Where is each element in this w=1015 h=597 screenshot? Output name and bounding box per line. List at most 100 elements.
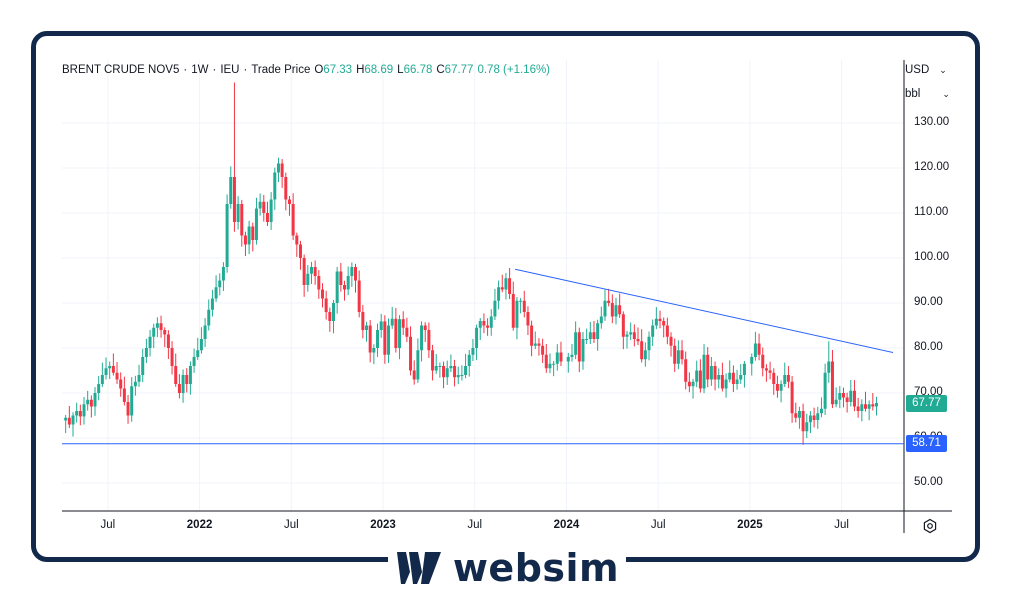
candle-body — [651, 325, 655, 337]
time-tick-label: 2022 — [186, 519, 213, 531]
candle-body — [585, 339, 589, 340]
candle-body — [313, 267, 317, 276]
candle-body — [845, 397, 849, 402]
unit-label: bbl — [905, 88, 921, 100]
candle-body — [350, 267, 354, 276]
candle-body — [357, 280, 361, 312]
candle-body — [662, 321, 666, 326]
interval-label[interactable]: 1W — [191, 64, 209, 76]
candle-body — [317, 276, 321, 290]
candle-body — [757, 343, 761, 355]
price-tick-label: 120.00 — [914, 161, 950, 173]
candle-body — [702, 354, 706, 389]
low-label: L — [397, 64, 404, 76]
candle-body — [566, 357, 570, 362]
candle-body — [654, 318, 658, 326]
candle-body — [581, 339, 585, 362]
candle-body — [691, 381, 695, 387]
candle-body — [684, 359, 688, 382]
time-tick-label: 2023 — [370, 519, 396, 531]
candle-body — [368, 325, 372, 353]
candle-body — [137, 375, 141, 382]
candle-body — [67, 417, 71, 425]
candle-body — [174, 366, 178, 384]
brand-logo: websim — [388, 543, 626, 593]
candle-body — [390, 318, 394, 326]
time-tick-label: Jul — [650, 519, 666, 531]
candle-body — [731, 372, 735, 384]
candle-body — [511, 294, 515, 328]
candle-body — [522, 300, 526, 312]
candle-body — [603, 300, 607, 317]
candle-body — [625, 334, 629, 337]
time-tick-label: 2024 — [553, 519, 580, 531]
candle-body — [742, 363, 746, 375]
candle-body — [262, 201, 266, 213]
candle-body — [548, 363, 552, 369]
candle-body — [489, 316, 493, 328]
candle-body — [111, 366, 115, 373]
candle-body — [431, 350, 435, 371]
candle-body — [852, 390, 856, 407]
currency-dropdown[interactable]: USD ⌄ — [905, 64, 947, 76]
candle-body — [647, 336, 651, 351]
candle-body — [673, 345, 677, 364]
candle-body — [827, 361, 831, 373]
time-tick-label: Jul — [283, 519, 299, 531]
candle-body — [533, 343, 537, 346]
candle-body — [610, 303, 614, 317]
candle-body — [258, 201, 262, 209]
brand-name: websim — [452, 546, 620, 590]
candle-body — [750, 357, 754, 364]
candle-body — [295, 235, 299, 245]
candle-body — [577, 332, 581, 362]
candle-body — [445, 368, 449, 378]
candle-body — [405, 327, 409, 337]
candle-body — [383, 321, 387, 355]
price-tick-label: 80.00 — [914, 341, 943, 353]
price-type-label: Trade Price — [251, 64, 311, 76]
candle-body — [574, 332, 578, 355]
chevron-down-icon: ⌄ — [942, 88, 950, 99]
candle-body — [221, 267, 225, 281]
candle-body — [541, 345, 545, 355]
candle-body — [874, 403, 878, 407]
time-tick-label: Jul — [467, 519, 483, 531]
candle-body — [166, 334, 170, 348]
candle-body — [819, 408, 823, 414]
candle-body — [596, 323, 600, 339]
open-value: 67.33 — [323, 64, 353, 76]
unit-dropdown[interactable]: bbl ⌄ — [905, 88, 950, 100]
candle-body — [71, 415, 75, 425]
candle-body — [698, 370, 702, 389]
candle-body — [203, 325, 207, 339]
candle-body — [475, 327, 479, 348]
candle-body — [739, 375, 743, 380]
candle-body — [416, 350, 420, 380]
candle-body — [401, 319, 405, 328]
candle-body — [849, 390, 853, 402]
price-tick-label: 130.00 — [914, 116, 950, 128]
candle-body — [214, 287, 218, 299]
candle-body — [482, 321, 486, 326]
candle-body — [592, 332, 596, 339]
candle-body — [471, 348, 475, 355]
candle-body — [801, 411, 805, 432]
candle-body — [163, 330, 167, 335]
candle-body — [599, 316, 603, 324]
chart-axes — [62, 60, 952, 533]
symbol-name[interactable]: BRENT CRUDE NOV5 — [62, 64, 180, 76]
candle-body — [464, 366, 468, 375]
candle-body — [269, 199, 273, 222]
candle-body — [497, 287, 501, 301]
candle-body — [838, 393, 842, 400]
candle-body — [346, 276, 350, 290]
candle-body — [588, 332, 592, 339]
settings-gear-icon[interactable] — [922, 518, 938, 534]
high-label: H — [356, 64, 365, 76]
candle-body — [354, 267, 358, 281]
candle-body — [442, 366, 446, 378]
candle-body — [643, 350, 647, 360]
candle-body — [456, 375, 460, 378]
